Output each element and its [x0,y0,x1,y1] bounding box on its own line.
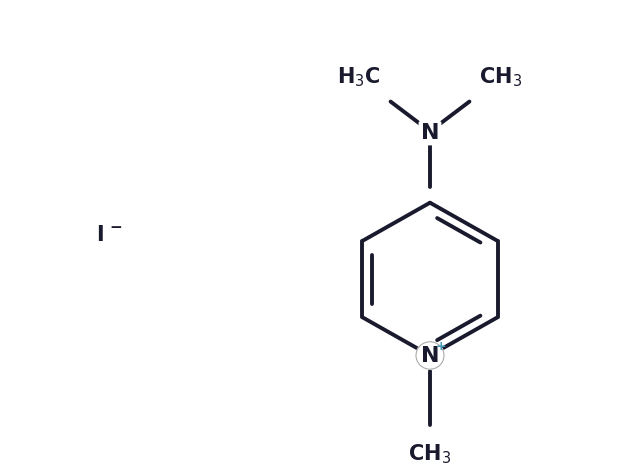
Text: −: − [109,219,122,235]
Text: CH$_3$: CH$_3$ [479,65,522,89]
Text: +: + [436,340,446,353]
Text: N: N [420,346,439,367]
Text: I: I [96,225,104,245]
Circle shape [416,342,444,369]
Text: N: N [420,123,439,143]
Text: H$_3$C: H$_3$C [337,65,381,89]
Text: CH$_3$: CH$_3$ [408,443,451,466]
